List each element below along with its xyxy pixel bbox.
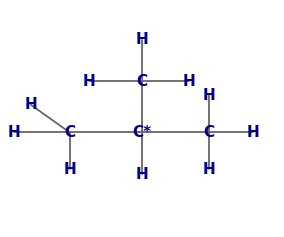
Text: C: C	[64, 125, 75, 140]
Text: C: C	[136, 74, 148, 89]
Text: H: H	[202, 162, 215, 177]
Text: H: H	[247, 125, 260, 140]
Text: H: H	[63, 162, 76, 177]
Text: C*: C*	[132, 125, 152, 140]
Text: H: H	[24, 97, 37, 112]
Text: C: C	[203, 125, 214, 140]
Text: H: H	[83, 74, 95, 89]
Text: H: H	[136, 167, 148, 182]
Text: H: H	[8, 125, 20, 140]
Text: H: H	[136, 32, 148, 47]
Text: H: H	[202, 88, 215, 103]
Text: H: H	[183, 74, 196, 89]
